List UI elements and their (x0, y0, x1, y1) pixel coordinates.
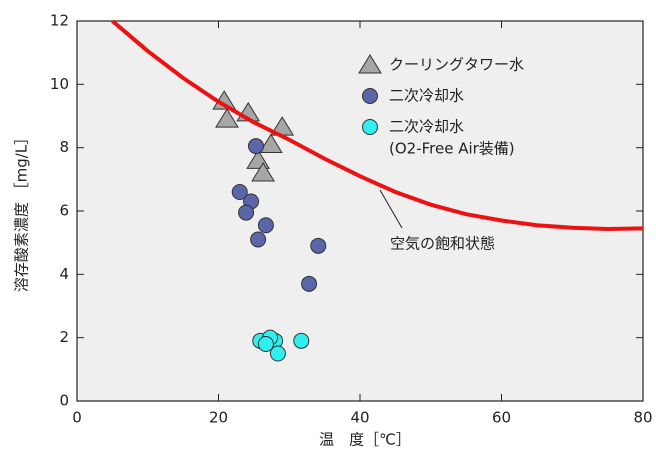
data-point (231, 184, 248, 200)
legend-marker (358, 54, 382, 74)
annotation: 空気の飽和状態 (390, 235, 495, 253)
x-tick-label: 40 (350, 409, 369, 427)
legend-label: 二次冷却水 (389, 87, 464, 105)
legend-marker (362, 119, 378, 135)
y-tick-label: 12 (50, 12, 69, 30)
x-axis-label: 温 度［℃］ (319, 431, 411, 449)
annotation-line (379, 189, 403, 229)
data-point (301, 275, 318, 292)
data-point (247, 138, 264, 155)
data-point (257, 336, 274, 352)
y-tick-label: 8 (59, 138, 69, 156)
legend-label: クーリングタワー水 (389, 56, 524, 74)
data-point (258, 133, 283, 153)
legend-label: (O2-Free Air装備) (389, 140, 515, 158)
data-point (257, 217, 274, 234)
plot-area (76, 20, 644, 402)
legend-marker (362, 88, 378, 104)
data-point (250, 231, 267, 248)
x-tick-label: 0 (72, 409, 82, 427)
y-tick-label: 10 (50, 75, 69, 93)
data-point (269, 345, 286, 362)
x-tick-label: 60 (492, 409, 511, 427)
data-point (238, 204, 255, 221)
x-tick-label: 80 (633, 409, 652, 427)
y-tick-label: 0 (59, 392, 69, 410)
data-point (215, 108, 239, 128)
y-axis-label: 溶存酸素濃度 ［mg/L］ (13, 130, 31, 292)
data-point (293, 332, 310, 349)
legend-label: 二次冷却水 (389, 118, 464, 136)
x-tick-label: 20 (209, 409, 228, 427)
data-point (310, 237, 327, 254)
saturation-curve (111, 19, 644, 232)
y-tick-label: 6 (59, 202, 69, 220)
y-tick-label: 2 (59, 328, 69, 346)
data-point (251, 162, 275, 182)
y-tick-label: 4 (59, 265, 69, 283)
